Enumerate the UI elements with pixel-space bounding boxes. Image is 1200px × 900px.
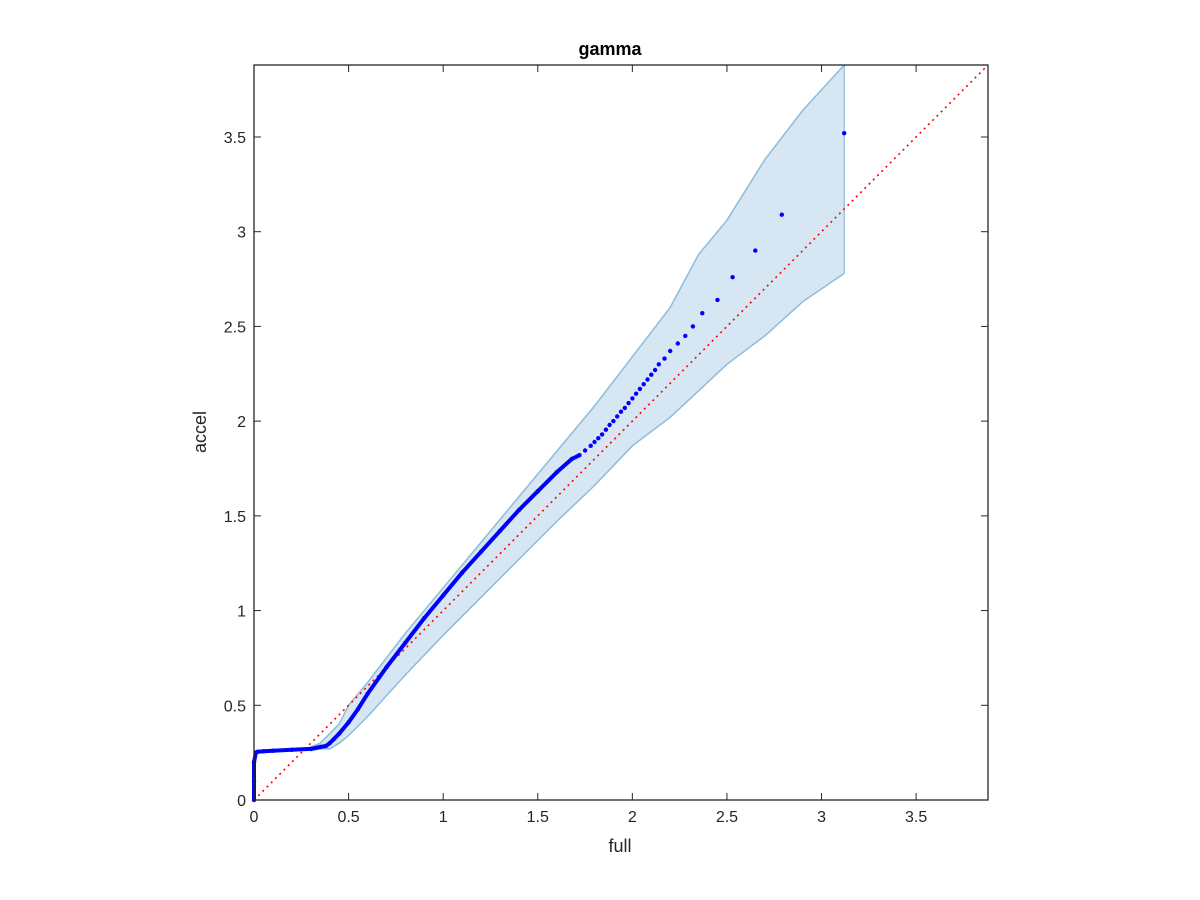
scatter-point — [842, 131, 847, 136]
x-tick-label: 0 — [250, 809, 259, 826]
scatter-point — [554, 470, 559, 475]
reference-line — [253, 64, 989, 801]
confidence-band-layer — [310, 64, 845, 752]
x-tick-label: 3.5 — [905, 809, 927, 826]
band-upper-edge — [310, 64, 845, 748]
scatter-point — [668, 348, 673, 354]
scatter-point — [633, 391, 639, 396]
scatter-point — [603, 427, 609, 432]
chart-title: gamma — [578, 39, 642, 59]
scatter-point — [592, 439, 597, 445]
y-tick-label: 1 — [237, 604, 246, 621]
band-lower-edge — [310, 272, 845, 752]
x-tick-label: 2 — [628, 809, 637, 826]
scatter-point — [611, 418, 616, 424]
scatter-point — [618, 409, 624, 414]
scatter-point — [690, 324, 696, 329]
scatter-point — [441, 593, 446, 598]
scatter-point — [715, 297, 720, 303]
scatter-point — [478, 549, 484, 554]
scatter-point — [599, 432, 605, 437]
scatter-point — [355, 706, 361, 712]
scatter-point — [331, 737, 336, 742]
scatter-point — [675, 341, 680, 346]
scatter-point — [516, 508, 521, 513]
scatter-point — [753, 248, 758, 253]
scatter-point — [652, 367, 658, 373]
x-tick-label: 1.5 — [527, 809, 549, 826]
axes-box — [253, 64, 989, 801]
x-tick-label: 3 — [817, 809, 826, 826]
x-axis-label: full — [608, 836, 631, 856]
scatter-point — [336, 731, 342, 736]
scatter-point — [700, 311, 705, 316]
scatter-point — [308, 746, 313, 752]
scatter-point — [641, 382, 646, 387]
scatter-point — [289, 747, 294, 752]
y-tick-label: 3.5 — [224, 130, 246, 147]
scatter-point — [270, 748, 276, 753]
scatter-point — [607, 422, 612, 428]
y-tick-label: 3 — [237, 225, 246, 242]
scatter-point — [626, 400, 631, 406]
y-axis-ticks: 0 0.5 1 1.5 2 2.5 3 3.5 — [224, 130, 988, 810]
y-tick-label: 2.5 — [224, 319, 246, 336]
y-tick-label: 0.5 — [224, 698, 246, 715]
scatter-point — [255, 749, 260, 754]
x-tick-label: 1 — [439, 809, 448, 826]
scatter-point — [779, 212, 784, 217]
scatter-point — [422, 615, 427, 621]
scatter-point — [596, 436, 601, 441]
scatter-point — [384, 665, 389, 670]
scatter-point — [645, 377, 650, 382]
scatter-point — [656, 362, 661, 367]
scatter-point — [318, 744, 323, 750]
x-tick-label: 2.5 — [716, 809, 738, 826]
scatter-point — [649, 372, 654, 377]
scatter-point — [323, 743, 329, 749]
x-tick-label: 0.5 — [337, 809, 359, 826]
scatter-point — [346, 720, 351, 725]
scatter-point — [569, 456, 574, 462]
scatter-point — [582, 448, 588, 453]
y-tick-label: 1.5 — [224, 509, 246, 526]
scatter-point — [497, 528, 503, 534]
scatter-point — [630, 396, 635, 401]
scatter-point — [622, 405, 627, 411]
scatter-point — [683, 333, 688, 339]
reference-line-layer — [253, 64, 989, 801]
x-axis-ticks: 0 0.5 1 1.5 2 2.5 3 3.5 — [250, 65, 927, 826]
scatter-point — [403, 640, 408, 645]
scatter-point — [535, 489, 540, 494]
scatter-point — [261, 749, 266, 754]
y-axis-label: accel — [190, 411, 210, 453]
confidence-band — [310, 65, 845, 751]
scatter-point — [459, 570, 465, 575]
scatter-point — [615, 414, 620, 419]
scatter-point — [637, 386, 643, 392]
scatter-point — [577, 453, 582, 458]
scatter-point — [588, 443, 593, 448]
scatter-point — [662, 356, 667, 361]
y-tick-label: 2 — [237, 414, 246, 431]
scatter-point — [730, 275, 735, 280]
scatter-point — [327, 741, 332, 746]
y-tick-label: 0 — [237, 793, 246, 810]
scatter-point — [365, 691, 370, 697]
